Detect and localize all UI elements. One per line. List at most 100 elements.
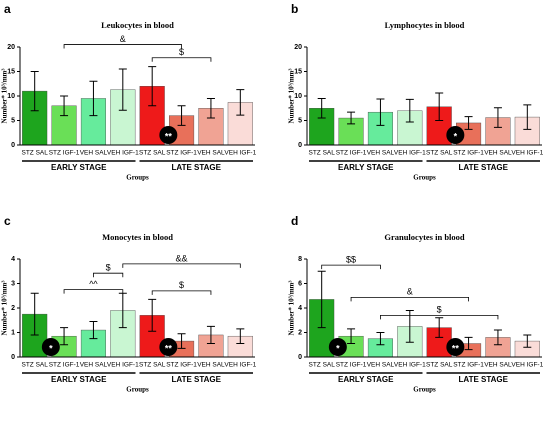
significance-label: $ [179, 47, 184, 57]
significance-label: $ [106, 263, 111, 273]
x-tick-label: STZ IGF-1 [453, 150, 484, 157]
x-tick-label: VEH IGF-1 [511, 150, 543, 157]
x-tick-label: STZ IGF-1 [336, 150, 367, 157]
error-bar [317, 97, 326, 119]
y-tick-label: 0 [11, 354, 15, 361]
x-axis-label: Groups [126, 386, 149, 394]
error-bar [405, 309, 414, 343]
panel-letter: b [291, 2, 298, 16]
group-label: EARLY STAGE [51, 375, 107, 384]
x-tick-label: STZ IGF-1 [49, 362, 80, 369]
x-tick-label: VEH SAL [80, 362, 108, 369]
panel-letter: c [4, 214, 11, 228]
significance-label: && [176, 253, 188, 263]
significance-label: $ [437, 305, 442, 315]
y-axis-label: Number* 10³/mm³ [288, 281, 296, 336]
error-bar [206, 97, 215, 119]
y-tick-label: 0 [11, 142, 15, 149]
x-tick-label: VEH SAL [484, 150, 512, 157]
group-label: EARLY STAGE [338, 375, 394, 384]
error-bar [376, 332, 385, 346]
star-badge [159, 126, 178, 144]
x-axis-label: Groups [126, 174, 149, 182]
panel-letter: a [4, 2, 11, 16]
y-tick-label: 0 [298, 354, 302, 361]
chart-title: Granulocytes in blood [384, 232, 465, 242]
y-tick-label: 2 [11, 305, 15, 312]
x-tick-label: VEH SAL [367, 362, 395, 369]
y-tick-label: 0 [298, 142, 302, 149]
error-bar [405, 98, 414, 123]
x-tick-label: STZ IGF-1 [453, 362, 484, 369]
y-tick-label: 5 [11, 117, 15, 124]
y-tick-label: 3 [11, 280, 15, 287]
significance-bracket [321, 264, 381, 270]
x-tick-label: VEH SAL [197, 362, 225, 369]
y-tick-label: 15 [294, 68, 302, 75]
chart-title: Leukocytes in blood [101, 20, 174, 30]
bar [80, 98, 106, 146]
x-tick-label: STZ IGF-1 [336, 362, 367, 369]
error-bar [118, 68, 127, 111]
significance-bracket [151, 290, 212, 295]
error-bar [60, 327, 69, 346]
y-tick-label: 10 [7, 93, 15, 100]
x-tick-label: STZ SAL [139, 362, 166, 369]
x-axis-label: Groups [413, 386, 436, 394]
group-label: LATE STAGE [459, 163, 509, 172]
y-tick-label: 1 [11, 329, 15, 336]
star-badge [41, 338, 60, 356]
error-bar [89, 80, 98, 117]
x-tick-label: STZ IGF-1 [49, 150, 80, 157]
y-tick-label: 6 [298, 280, 302, 287]
error-bar [236, 328, 245, 345]
y-tick-label: 15 [7, 68, 15, 75]
significance-label: & [120, 34, 126, 44]
significance-bracket [350, 296, 469, 302]
error-bar [148, 66, 157, 107]
error-bar [493, 329, 502, 346]
x-tick-label: VEH IGF-1 [107, 150, 139, 157]
error-bar [30, 292, 39, 336]
y-tick-label: 4 [11, 256, 15, 263]
error-bar [30, 71, 39, 112]
y-tick-label: 20 [294, 44, 302, 51]
significance-label: $$ [346, 255, 356, 265]
star-badge [446, 126, 465, 144]
error-bar [177, 105, 186, 126]
x-tick-label: STZ SAL [309, 150, 336, 157]
error-bar [435, 92, 444, 121]
y-tick-label: 10 [294, 93, 302, 100]
error-bar [523, 104, 532, 130]
x-tick-label: VEH IGF-1 [224, 362, 256, 369]
star-label: ** [452, 343, 460, 353]
error-bar [236, 89, 245, 116]
y-axis-label: Number* 10³/mm³ [1, 69, 9, 124]
chart-title: Lymphocytes in blood [385, 20, 465, 30]
x-tick-label: STZ SAL [426, 362, 453, 369]
x-tick-label: STZ SAL [309, 362, 336, 369]
y-tick-label: 5 [298, 117, 302, 124]
error-bar [317, 270, 326, 329]
star-label: * [454, 131, 458, 141]
x-tick-label: VEH SAL [484, 362, 512, 369]
error-bar [376, 98, 385, 126]
error-bar [148, 298, 157, 332]
x-tick-label: VEH IGF-1 [394, 362, 426, 369]
error-bar [464, 116, 473, 130]
y-tick-label: 20 [7, 44, 15, 51]
x-tick-label: VEH IGF-1 [394, 150, 426, 157]
star-label: * [49, 343, 53, 353]
y-tick-label: 8 [298, 256, 302, 263]
significance-bracket [63, 44, 182, 49]
group-label: LATE STAGE [459, 375, 509, 384]
panel-letter: d [291, 214, 298, 228]
error-bar [435, 317, 444, 338]
error-bar [206, 325, 215, 345]
x-tick-label: VEH SAL [367, 150, 395, 157]
chart-title: Monocytes in blood [102, 232, 173, 242]
x-tick-label: VEH SAL [197, 150, 225, 157]
star-badge [159, 338, 178, 356]
error-bar [493, 107, 502, 128]
x-tick-label: VEH SAL [80, 150, 108, 157]
